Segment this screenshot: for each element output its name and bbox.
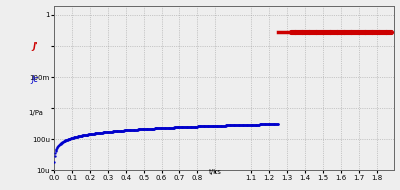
Text: 1/Pa: 1/Pa	[28, 110, 43, 116]
Text: t/ks: t/ks	[209, 169, 222, 175]
Text: Jc: Jc	[32, 75, 39, 84]
Text: J': J'	[32, 42, 38, 51]
